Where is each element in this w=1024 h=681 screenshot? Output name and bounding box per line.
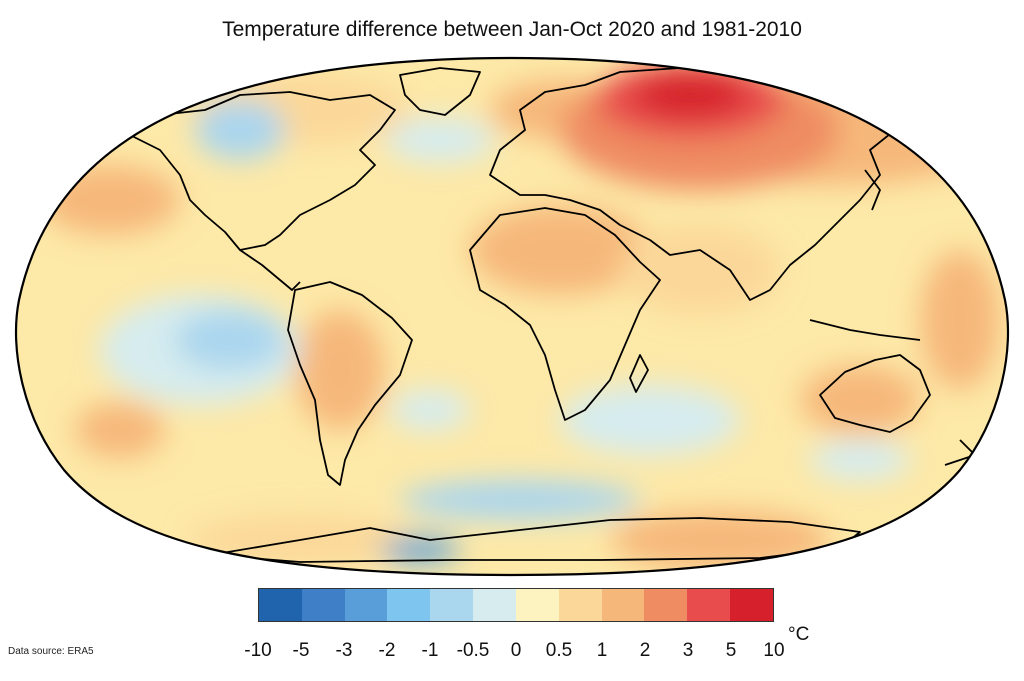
coastlines (129, 67, 976, 563)
australia-outline (819, 354, 931, 433)
colorbar-swatch-6 (515, 589, 559, 621)
colorbar-swatch-1 (301, 589, 345, 621)
greenland-outline (399, 67, 481, 116)
colorbar-tick-label: -1 (421, 640, 439, 661)
colorbar-tick-label: -10 (244, 640, 272, 661)
colorbar-swatch-5 (473, 589, 516, 621)
colorbar-swatch-10 (687, 589, 731, 621)
colorbar-swatch-4 (430, 589, 474, 621)
colorbar-tick-label: 1 (596, 640, 608, 661)
colorbar-tick-label: 3 (682, 640, 694, 661)
colorbar-tick-label: 2 (639, 640, 651, 661)
eurasia-outline (489, 67, 896, 301)
colorbar-tick-label: 0 (510, 640, 522, 661)
madagascar-outline (629, 354, 649, 393)
colorbar-unit: °C (788, 624, 810, 645)
antarctica-outline (209, 517, 861, 563)
colorbar (258, 588, 774, 622)
japan-outline (864, 169, 881, 211)
colorbar-tick-label: 5 (725, 640, 737, 661)
colorbar-tick-label: -2 (378, 640, 396, 661)
colorbar-tick-label: -5 (292, 640, 310, 661)
central-america-outline (239, 249, 301, 291)
map-frame (14, 56, 1010, 577)
colorbar-tick-label: 0.5 (545, 640, 573, 661)
colorbar-swatch-8 (601, 589, 645, 621)
colorbar-tick-label: -0.5 (456, 640, 490, 661)
south-america-outline (287, 281, 413, 486)
north-america-outline (129, 91, 396, 251)
data-source-label: Data source: ERA5 (8, 646, 94, 657)
colorbar-swatch-11 (730, 589, 773, 621)
indonesia-outline (809, 319, 921, 341)
map-title: Temperature difference between Jan-Oct 2… (222, 18, 802, 41)
colorbar-swatch-7 (558, 589, 602, 621)
colorbar-swatch-3 (387, 589, 431, 621)
africa-outline (469, 207, 661, 421)
colorbar-swatch-9 (644, 589, 688, 621)
colorbar-swatch-0 (259, 589, 302, 621)
colorbar-swatch-2 (344, 589, 388, 621)
colorbar-tick-label: 10 (763, 640, 785, 661)
colorbar-tick-label: -3 (335, 640, 353, 661)
